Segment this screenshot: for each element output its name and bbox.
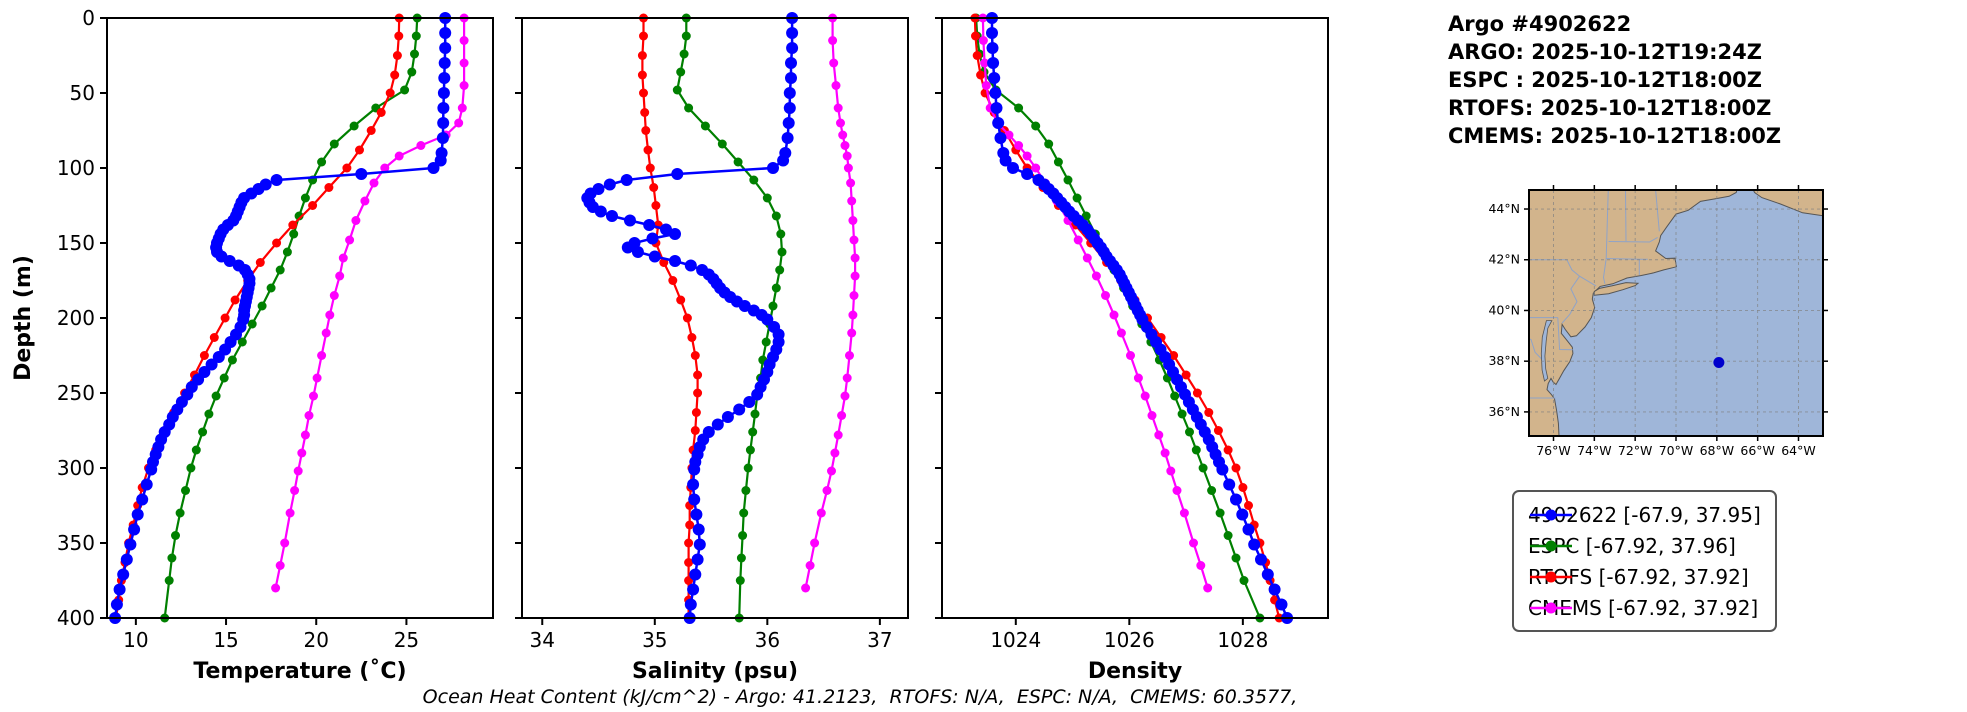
argo-timestamp: ARGO: 2025-10-12T19:24Z — [1448, 40, 1762, 64]
legend-marker-RTOFS — [1530, 571, 1572, 582]
legend-marker-CMEMS — [1530, 602, 1572, 613]
legend-item: CMEMS [-67.92, 37.92] — [1528, 593, 1761, 622]
svg-text:10: 10 — [123, 628, 148, 652]
state-border — [1566, 259, 1597, 287]
svg-text:100: 100 — [57, 156, 95, 180]
svg-text:200: 200 — [57, 306, 95, 330]
svg-text:20: 20 — [304, 628, 329, 652]
svg-text:42°N: 42°N — [1488, 252, 1520, 267]
state-border — [1625, 190, 1627, 242]
location-map: 76°W 74°W 72°W 70°W 68°W 66°W 64°W 44°N 42°N 40°N… — [1488, 185, 1828, 458]
svg-text:1024: 1024 — [990, 628, 1041, 652]
svg-text:300: 300 — [57, 456, 95, 480]
float-location-dot — [1713, 356, 1725, 368]
legend-item: ESPC [-67.92, 37.96] — [1528, 531, 1761, 560]
svg-text:36°N: 36°N — [1488, 404, 1520, 419]
svg-text:68°W: 68°W — [1700, 443, 1735, 458]
salinity-axis-label: Salinity (psu) — [632, 659, 798, 684]
svg-text:250: 250 — [57, 381, 95, 405]
float-title: Argo #4902622 — [1448, 12, 1632, 36]
density-plot: 1024 1026 1028 Density — [935, 12, 1329, 684]
state-border — [1605, 190, 1609, 259]
legend-box: 4902622 [-67.9, 37.95] ESPC [-67.92, 37.9… — [1512, 490, 1777, 632]
legend-marker-4902622 — [1530, 509, 1572, 520]
svg-text:76°W: 76°W — [1536, 443, 1571, 458]
svg-text:66°W: 66°W — [1740, 443, 1775, 458]
svg-text:400: 400 — [57, 606, 95, 630]
map-land — [1529, 190, 1738, 436]
state-border — [1655, 190, 1660, 232]
svg-text:70°W: 70°W — [1659, 443, 1694, 458]
svg-text:44°N: 44°N — [1488, 201, 1520, 216]
state-border — [1557, 317, 1573, 351]
ocean-heat-content-text: Ocean Heat Content (kJ/cm^2) - Argo: 41.… — [422, 686, 1298, 708]
rtofs-timestamp: RTOFS: 2025-10-12T18:00Z — [1448, 96, 1772, 120]
legend-marker-ESPC — [1530, 540, 1572, 551]
svg-text:1026: 1026 — [1104, 628, 1155, 652]
svg-text:1028: 1028 — [1217, 628, 1268, 652]
svg-text:72°W: 72°W — [1618, 443, 1653, 458]
svg-text:34: 34 — [530, 628, 555, 652]
svg-text:64°W: 64°W — [1781, 443, 1816, 458]
svg-text:37: 37 — [867, 628, 892, 652]
temperature-axis-label: Temperature (˚C) — [193, 659, 406, 684]
espc-timestamp: ESPC : 2025-10-12T18:00Z — [1448, 68, 1763, 92]
legend-item: 4902622 [-67.9, 37.95] — [1528, 500, 1761, 529]
depth-axis-label: Depth (m) — [11, 255, 36, 381]
svg-text:38°N: 38°N — [1488, 353, 1520, 368]
map-bay — [1540, 320, 1553, 382]
profile-plots-svg: 10 15 20 25050100150200250300350400Temperat… — [11, 6, 1329, 684]
cmems-timestamp: CMEMS: 2025-10-12T18:00Z — [1448, 124, 1782, 148]
state-border — [1602, 258, 1607, 284]
svg-text:25: 25 — [394, 628, 419, 652]
svg-text:40°N: 40°N — [1488, 302, 1520, 317]
svg-text:0: 0 — [82, 6, 95, 30]
svg-text:50: 50 — [70, 81, 95, 105]
svg-text:15: 15 — [213, 628, 238, 652]
legend-item: RTOFS [-67.92, 37.92] — [1528, 562, 1761, 591]
svg-text:74°W: 74°W — [1577, 443, 1612, 458]
svg-text:350: 350 — [57, 531, 95, 555]
salinity-plot: 34 35 36 37 Salinity (psu) — [515, 12, 909, 684]
svg-text:35: 35 — [642, 628, 667, 652]
temperature-plot: 10 15 20 25050100150200250300350400Temperat… — [57, 6, 494, 684]
map-land — [1593, 282, 1640, 296]
state-border — [1608, 236, 1658, 243]
svg-text:150: 150 — [57, 231, 95, 255]
info-header: Argo #4902622 ARGO: 2025-10-12T19:24Z ES… — [1448, 10, 1781, 150]
state-border — [1561, 275, 1581, 324]
density-axis-label: Density — [1088, 659, 1182, 684]
svg-text:36: 36 — [755, 628, 780, 652]
